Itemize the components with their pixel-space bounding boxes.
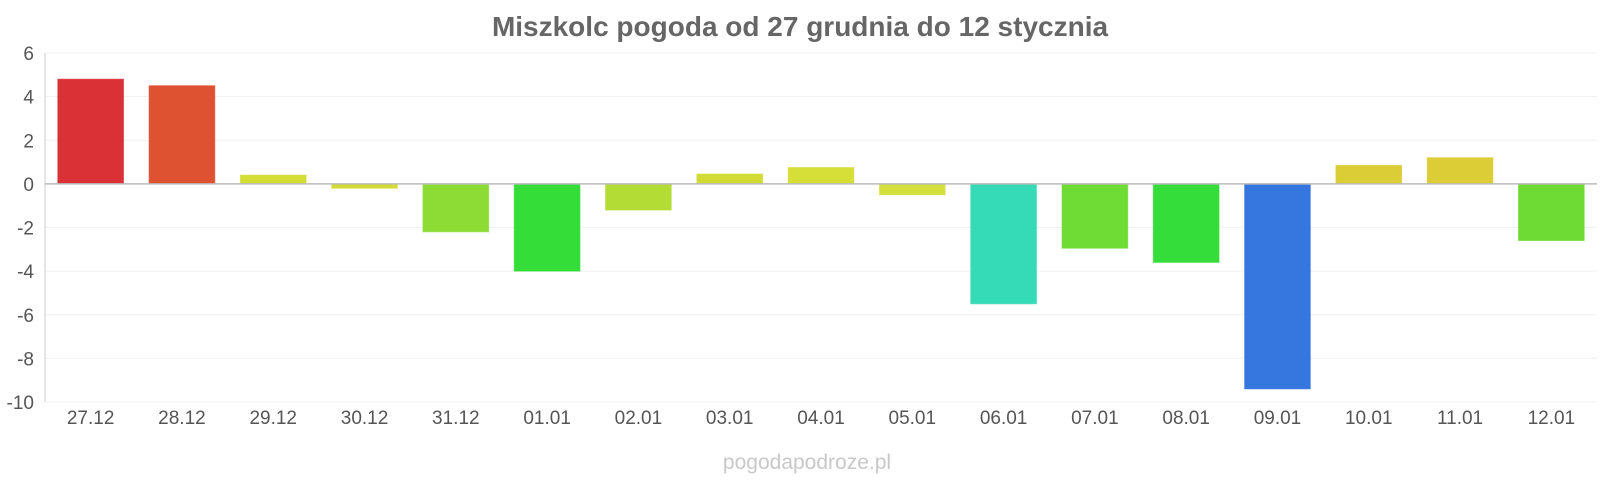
chart-title: Miszkolc pogoda od 27 grudnia do 12 styc… [492,11,1109,42]
bar-09.01 [1244,183,1311,390]
x-axis-ticks: 27.12 28.12 29.12 30.12 31.12 01.01 02.01 03.01… [67,408,1575,429]
x-tick-label: 28.12 [158,408,206,429]
bar-29.12 [239,174,307,185]
watermark: pogodapodroze.pl [723,451,891,474]
bar-11.01 [1426,157,1494,185]
x-tick-label: 31.12 [432,408,480,429]
y-axis-ticks: 6 4 2 0 -2 -4 -6 -8 -10 [7,44,35,414]
x-tick-label: 03.01 [706,408,754,429]
bar-10.01 [1335,164,1403,185]
bar-01.01 [513,183,581,272]
y-tick-label: 0 [23,175,34,196]
x-tick-label: 11.01 [1437,408,1483,429]
bar-03.01 [696,173,764,185]
x-tick-label: 09.01 [1254,408,1302,429]
x-tick-label: 02.01 [615,408,663,429]
x-tick-label: 10.01 [1345,408,1393,429]
x-tick-label: 30.12 [341,408,389,429]
x-tick-label: 05.01 [889,408,937,429]
y-tick-label: 2 [23,131,34,152]
y-tick-label: -8 [17,349,34,370]
y-tick-label: 4 [23,88,34,109]
x-tick-label: 06.01 [980,408,1028,429]
y-tick-label: -2 [17,219,34,240]
x-tick-label: 04.01 [797,408,845,429]
y-tick-label: 6 [23,44,34,65]
bar-27.12 [57,78,125,185]
bar-07.01 [1061,183,1129,249]
bar-31.12 [422,183,490,233]
bar-08.01 [1152,183,1220,263]
bars [57,78,1585,390]
x-tick-label: 12.01 [1528,408,1576,429]
grid-lines [45,52,1597,403]
x-tick-label: 07.01 [1071,408,1119,429]
bar-05.01 [878,183,946,196]
x-tick-label: 29.12 [249,408,297,429]
bar-12.01 [1517,183,1585,242]
x-tick-label: 01.01 [523,408,571,429]
y-tick-label: -6 [17,306,34,327]
y-tick-label: -10 [7,393,34,414]
bar-04.01 [787,167,855,185]
y-tick-label: -4 [17,262,34,283]
bar-28.12 [148,85,216,185]
bar-02.01 [605,183,672,211]
x-tick-label: 08.01 [1162,408,1210,429]
x-tick-label: 27.12 [67,408,115,429]
bar-06.01 [970,183,1037,305]
